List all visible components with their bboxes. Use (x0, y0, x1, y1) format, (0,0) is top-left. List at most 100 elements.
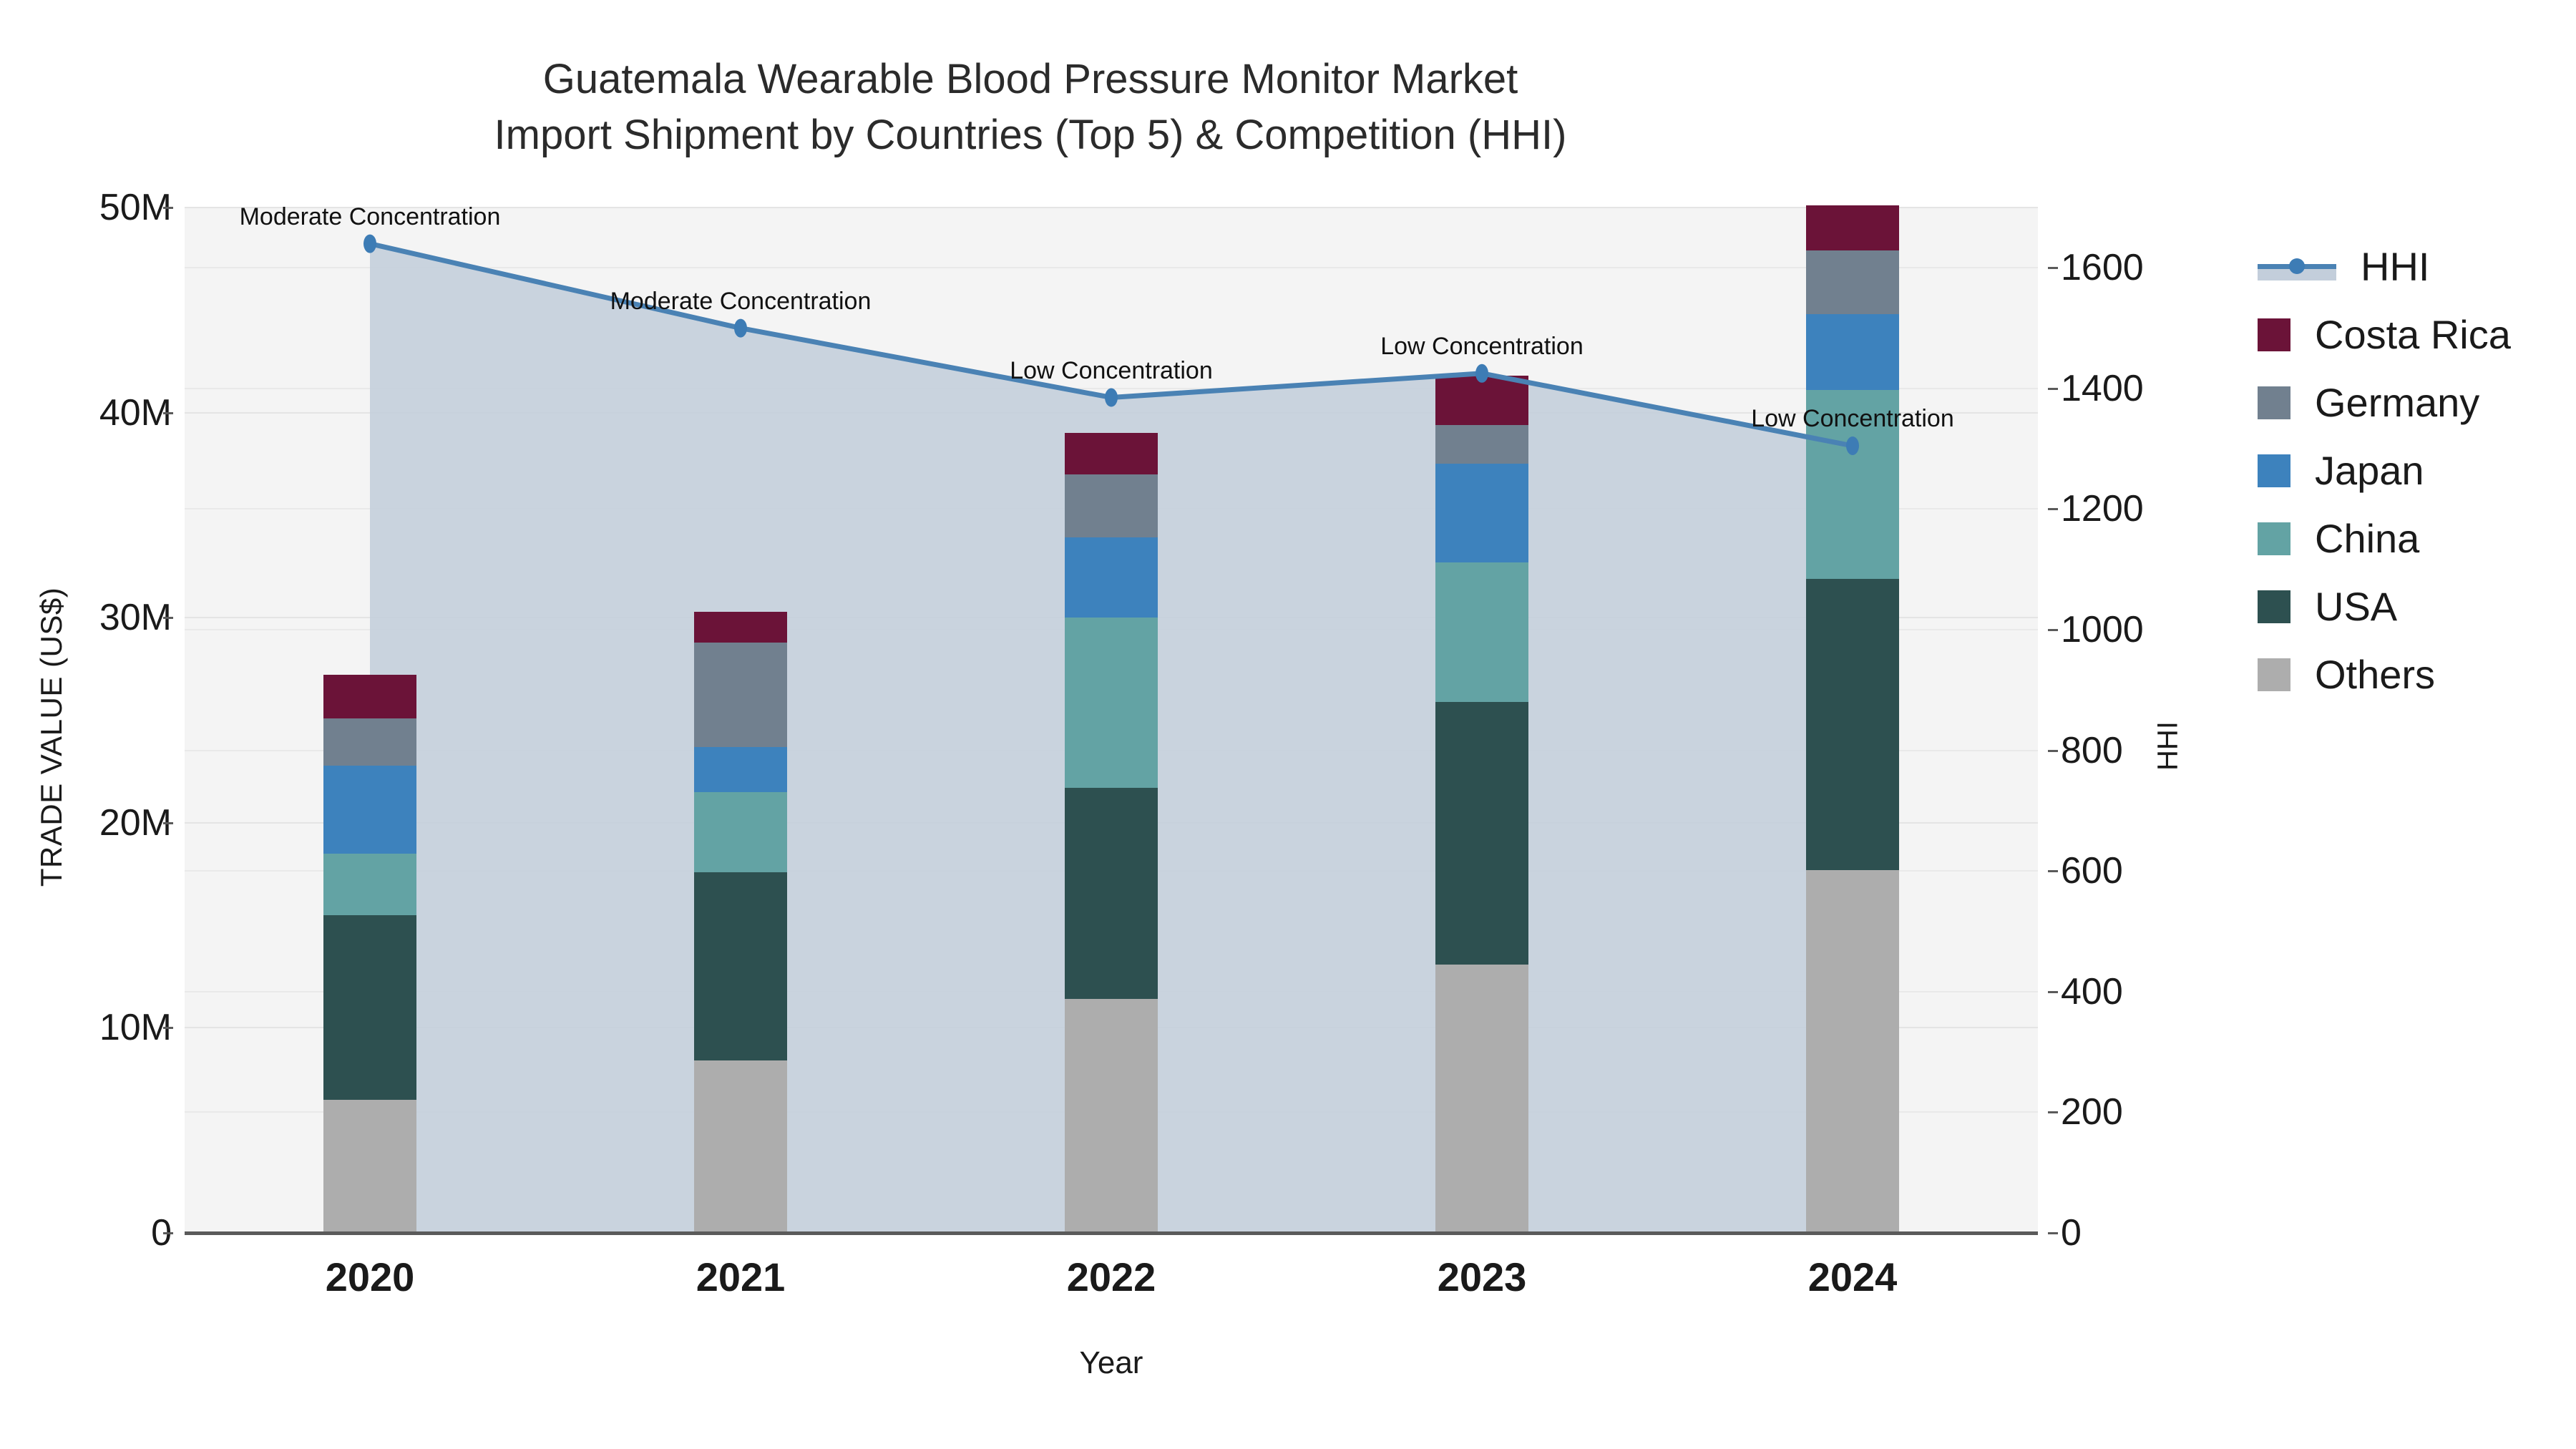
y-axis-left-tick-mark (163, 207, 173, 209)
y-axis-right: 0 200 400 600 800 1000 1200 1400 1600 (2048, 0, 2263, 1449)
legend-item-label: USA (2315, 584, 2398, 629)
bar-segment[interactable] (1435, 376, 1528, 425)
y-axis-left-tick-mark (163, 617, 173, 620)
bar-segment[interactable] (323, 675, 416, 718)
y-axis-right-tick-mark (2048, 749, 2058, 752)
bar-segment[interactable] (1435, 701, 1528, 965)
concentration-annotation: Moderate Concentration (239, 203, 501, 230)
legend-item[interactable]: China (2258, 504, 2511, 572)
x-axis-tick-label: 2022 (1066, 1254, 1156, 1299)
concentration-annotation: Low Concentration (1010, 356, 1213, 384)
bar-segment[interactable] (1065, 433, 1158, 474)
y-axis-left-tick-label: 30M (99, 597, 172, 639)
bar-segment[interactable] (694, 872, 787, 1061)
bar-group[interactable] (1065, 208, 1158, 1233)
y-axis-left-tick-mark (163, 821, 173, 824)
y-axis-left-tick-mark (163, 411, 173, 414)
bar-segment[interactable] (1806, 314, 1899, 391)
bar-group[interactable] (323, 208, 416, 1233)
bar-segment[interactable] (1435, 562, 1528, 702)
legend-swatch-icon (2258, 658, 2290, 691)
bar-segment[interactable] (323, 1099, 416, 1233)
x-axis-line (185, 1231, 2038, 1235)
y-axis-right-tick-mark (2048, 267, 2058, 270)
bar-group[interactable] (694, 208, 787, 1233)
y-axis-right-tick-label: 600 (2061, 850, 2123, 892)
bar-segment[interactable] (1065, 537, 1158, 618)
y-axis-left-tick-label: 40M (99, 391, 172, 434)
legend-item-label: China (2315, 516, 2420, 561)
plot-area: Moderate Concentration Moderate Concentra… (185, 203, 2038, 1234)
y-axis-right-label: HHI (2152, 721, 2184, 771)
concentration-annotation: Low Concentration (1751, 404, 1954, 432)
y-axis-right-tick-label: 400 (2061, 970, 2123, 1013)
y-axis-right-tick-mark (2048, 629, 2058, 632)
y-axis-left-tick-mark (163, 1027, 173, 1030)
bar-group[interactable] (1435, 208, 1528, 1233)
bar-segment[interactable] (1435, 424, 1528, 464)
y-axis-left-label: TRADE VALUE (US$) (34, 587, 68, 887)
y-axis-right-tick-mark (2048, 990, 2058, 993)
y-axis-right-tick-mark (2048, 508, 2058, 511)
bar-segment[interactable] (1065, 618, 1158, 789)
x-axis-tick-label: 2023 (1437, 1254, 1527, 1299)
bar-segment[interactable] (1806, 205, 1899, 251)
y-axis-left: TRADE VALUE (US$) 0 10M 20M 30M 40M 50M (0, 0, 173, 1449)
y-axis-right-tick-label: 1000 (2061, 609, 2144, 651)
bar-segment[interactable] (323, 718, 416, 766)
concentration-annotation: Moderate Concentration (610, 287, 872, 315)
legend-item[interactable]: Germany (2258, 369, 2511, 436)
bar-segment[interactable] (1806, 578, 1899, 870)
y-axis-right-tick-label: 1600 (2061, 247, 2144, 289)
bar-segment[interactable] (1435, 464, 1528, 562)
legend-item[interactable]: USA (2258, 572, 2511, 640)
legend-item-label: HHI (2361, 244, 2430, 289)
concentration-annotation: Low Concentration (1380, 332, 1584, 360)
legend-item[interactable]: Others (2258, 640, 2511, 708)
bar-segment[interactable] (1065, 999, 1158, 1233)
bar-segment[interactable] (1806, 869, 1899, 1233)
bar-segment[interactable] (1065, 788, 1158, 1000)
y-axis-right-tick-label: 0 (2061, 1212, 2082, 1254)
y-axis-left-tick-mark (163, 1232, 173, 1234)
x-axis-tick-label: 2021 (696, 1254, 786, 1299)
bar-segment[interactable] (694, 791, 787, 872)
y-axis-right-tick-label: 1200 (2061, 488, 2144, 530)
y-axis-right-tick-label: 200 (2061, 1091, 2123, 1133)
legend-swatch-icon (2258, 318, 2290, 351)
legend-item-label: Others (2315, 652, 2436, 697)
bar-segment[interactable] (694, 611, 787, 643)
legend-swatch-icon (2258, 590, 2290, 623)
bar-segment[interactable] (1065, 474, 1158, 538)
y-axis-right-tick-label: 800 (2061, 729, 2123, 771)
legend-item-label: Costa Rica (2315, 312, 2511, 357)
bar-segment[interactable] (694, 1060, 787, 1233)
bar-segment[interactable] (323, 914, 416, 1100)
legend-line-marker-icon (2258, 250, 2336, 283)
bar-segment[interactable] (1806, 250, 1899, 315)
legend-swatch-icon (2258, 522, 2290, 555)
legend-item[interactable]: Costa Rica (2258, 301, 2511, 369)
bar-segment[interactable] (694, 746, 787, 792)
x-axis-tick-label: 2020 (325, 1254, 415, 1299)
bar-segment[interactable] (694, 642, 787, 747)
y-axis-left-tick-label: 10M (99, 1007, 172, 1049)
bar-segment[interactable] (1435, 964, 1528, 1233)
bar-segment[interactable] (323, 853, 416, 915)
legend-item[interactable]: HHI (2258, 233, 2511, 301)
y-axis-left-tick-label: 20M (99, 801, 172, 844)
y-axis-right-tick-mark (2048, 1232, 2058, 1234)
chart-title: Guatemala Wearable Blood Pressure Monito… (0, 52, 2061, 162)
y-axis-right-tick-label: 1400 (2061, 367, 2144, 409)
legend-item[interactable]: Japan (2258, 436, 2511, 504)
chart-title-line-2: Import Shipment by Countries (Top 5) & C… (494, 111, 1567, 158)
y-axis-left-tick-label: 50M (99, 187, 172, 228)
legend-item-label: Japan (2315, 448, 2424, 493)
bar-group[interactable] (1806, 205, 1899, 1233)
bar-segment[interactable] (323, 765, 416, 854)
y-axis-right-tick-mark (2048, 870, 2058, 873)
x-axis-tick-label: 2024 (1807, 1254, 1898, 1299)
legend-item-label: Germany (2315, 380, 2480, 425)
x-axis-label: Year (1079, 1345, 1143, 1380)
